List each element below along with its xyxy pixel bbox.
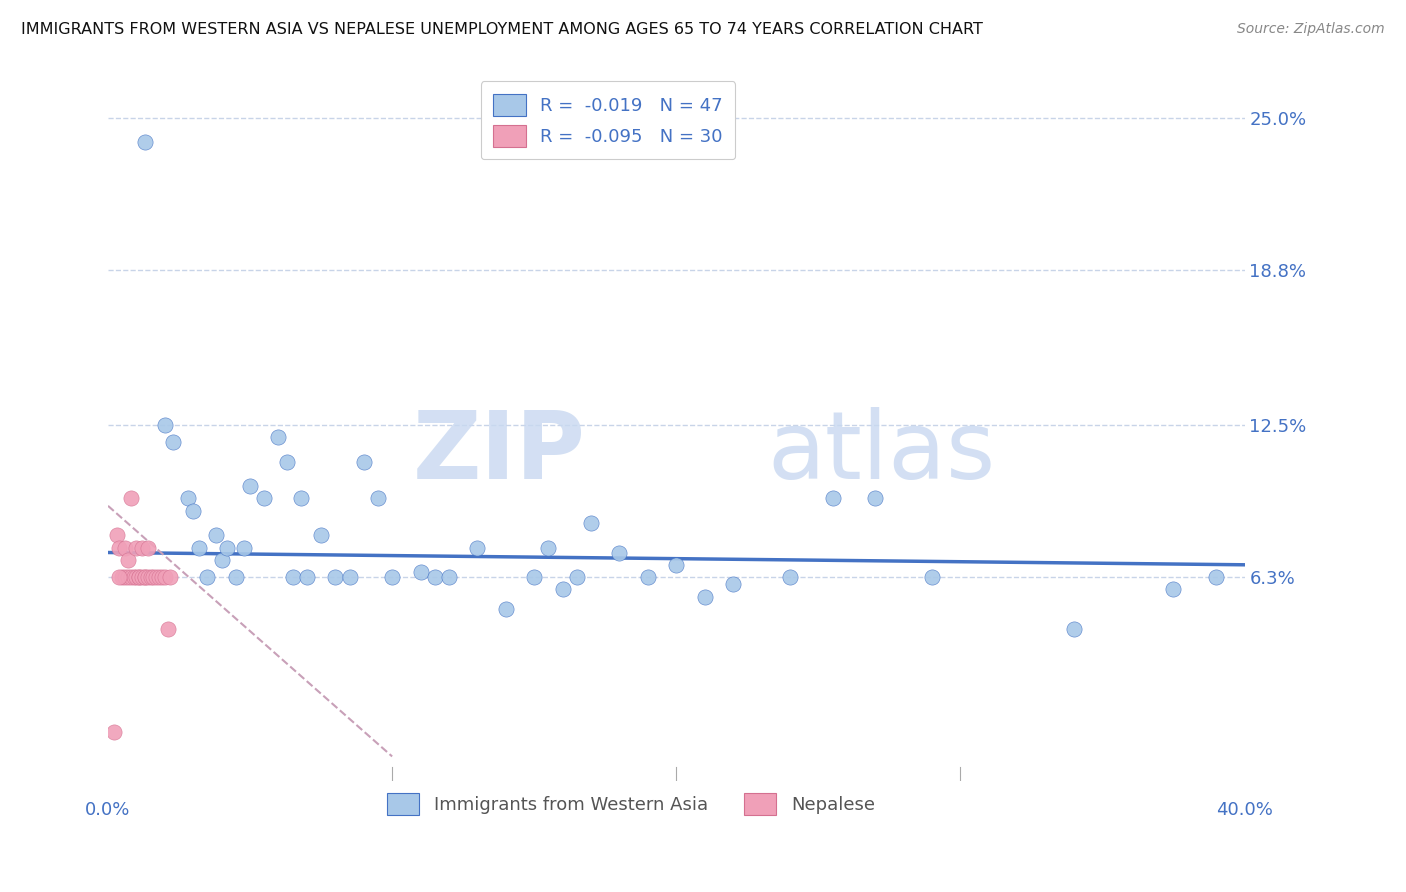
Point [153, 570, 176, 584]
Point [637, 570, 659, 584]
Point [290, 491, 312, 506]
Point [111, 570, 134, 584]
Point [233, 541, 256, 555]
Text: atlas: atlas [768, 408, 995, 500]
Point [309, 528, 332, 542]
Point [276, 454, 298, 468]
Point [117, 553, 139, 567]
Point [579, 516, 602, 530]
Point [117, 570, 139, 584]
Point [863, 491, 886, 506]
Point [437, 570, 460, 584]
Point [136, 570, 159, 584]
Text: 40.0%: 40.0% [1216, 801, 1272, 819]
Point [134, 135, 156, 149]
Point [136, 541, 159, 555]
Point [103, 724, 125, 739]
Point [105, 528, 128, 542]
Point [551, 582, 574, 597]
Point [176, 491, 198, 506]
Point [339, 570, 361, 584]
Point [162, 434, 184, 449]
Point [125, 541, 148, 555]
Point [114, 570, 136, 584]
Point [1205, 570, 1227, 584]
Point [323, 570, 346, 584]
Point [225, 570, 247, 584]
Point [148, 570, 170, 584]
Point [131, 570, 153, 584]
Point [267, 430, 290, 444]
Point [295, 570, 318, 584]
Point [353, 454, 375, 468]
Point [721, 577, 744, 591]
Point [495, 602, 517, 616]
Point [131, 541, 153, 555]
Point [523, 570, 546, 584]
Point [159, 570, 181, 584]
Point [108, 541, 131, 555]
Text: 0.0%: 0.0% [86, 801, 131, 819]
Point [187, 541, 209, 555]
Y-axis label: Unemployment Among Ages 65 to 74 years: Unemployment Among Ages 65 to 74 years [0, 243, 8, 607]
Point [779, 570, 801, 584]
Point [821, 491, 844, 506]
Point [145, 570, 167, 584]
Point [381, 570, 404, 584]
Point [281, 570, 304, 584]
Point [156, 622, 179, 636]
Point [120, 570, 142, 584]
Text: ZIP: ZIP [412, 408, 585, 500]
Text: IMMIGRANTS FROM WESTERN ASIA VS NEPALESE UNEMPLOYMENT AMONG AGES 65 TO 74 YEARS : IMMIGRANTS FROM WESTERN ASIA VS NEPALESE… [21, 22, 983, 37]
Point [1163, 582, 1185, 597]
Point [125, 570, 148, 584]
Point [467, 541, 489, 555]
Point [423, 570, 446, 584]
Point [693, 590, 716, 604]
Point [537, 541, 560, 555]
Point [217, 541, 239, 555]
Point [253, 491, 276, 506]
Point [153, 417, 176, 432]
Point [205, 528, 228, 542]
Point [108, 570, 131, 584]
Point [921, 570, 943, 584]
Point [211, 553, 233, 567]
Point [409, 565, 432, 579]
Point [134, 570, 156, 584]
Point [120, 491, 142, 506]
Point [142, 570, 165, 584]
Point [139, 570, 162, 584]
Point [1063, 622, 1085, 636]
Point [197, 570, 219, 584]
Point [122, 570, 145, 584]
Point [128, 570, 150, 584]
Point [181, 504, 204, 518]
Point [565, 570, 588, 584]
Point [128, 570, 150, 584]
Point [134, 570, 156, 584]
Point [665, 558, 688, 572]
Point [114, 541, 136, 555]
Point [239, 479, 262, 493]
Point [367, 491, 389, 506]
Point [609, 545, 631, 559]
Legend: Immigrants from Western Asia, Nepalese: Immigrants from Western Asia, Nepalese [375, 781, 886, 825]
Point [150, 570, 173, 584]
Text: Source: ZipAtlas.com: Source: ZipAtlas.com [1237, 22, 1385, 37]
